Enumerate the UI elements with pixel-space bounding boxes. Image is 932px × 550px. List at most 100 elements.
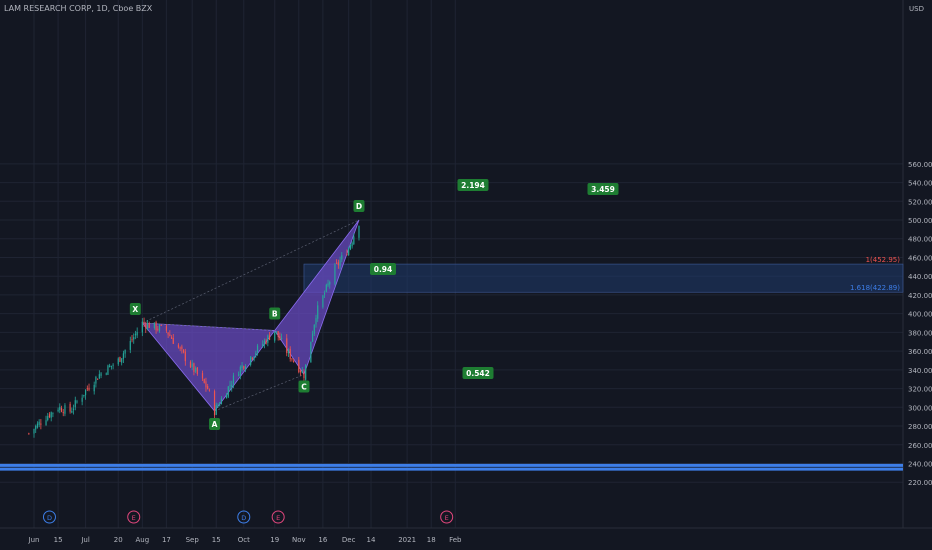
pattern-label-a-bg	[209, 418, 221, 431]
y-tick-label: 380.00	[908, 329, 932, 337]
x-tick-label: 2021	[398, 536, 416, 544]
candle-body	[231, 384, 233, 388]
event-letter: E	[276, 514, 280, 522]
candle-body	[182, 349, 185, 353]
x-tick-label: 17	[162, 536, 171, 544]
candle-body	[351, 242, 353, 247]
candle-body	[109, 365, 111, 367]
x-tick-label: Nov	[292, 536, 306, 544]
candle-body	[255, 352, 257, 356]
candle-body	[215, 405, 217, 415]
x-tick-label: Oct	[238, 536, 250, 544]
candle-body	[232, 375, 235, 384]
candle-body	[47, 416, 49, 421]
candle-body	[217, 405, 219, 407]
candle-body	[158, 325, 161, 331]
y-tick-label: 260.00	[908, 442, 932, 450]
candle-body	[129, 340, 131, 350]
fib-zone	[303, 263, 904, 293]
y-tick-label: 500.00	[908, 217, 932, 225]
candle-body	[239, 366, 241, 375]
candle-body	[291, 358, 293, 360]
candle-body	[207, 386, 209, 390]
pattern-label-b: B	[272, 310, 278, 319]
candle-body	[97, 378, 99, 380]
x-tick-label: 20	[114, 536, 123, 544]
candle-body	[62, 412, 64, 414]
ratio-label: 2.194	[461, 181, 485, 190]
candle-body	[100, 373, 102, 376]
y-tick-label: 240.00	[908, 460, 932, 468]
candle-body	[358, 225, 360, 238]
fib-label: 1(452.95)	[866, 256, 901, 264]
pattern-label-a: A	[212, 420, 218, 429]
candle-body	[267, 335, 269, 343]
candle-body	[275, 331, 278, 333]
event-letter: D	[47, 514, 52, 522]
ratio-line	[214, 374, 305, 412]
candle-body	[310, 341, 312, 363]
candle-body	[45, 420, 47, 425]
candle-body	[303, 372, 305, 378]
event-letter: E	[445, 514, 449, 522]
y-tick-label: 560.00	[908, 161, 932, 169]
candle-body	[169, 334, 171, 336]
candle-body	[189, 361, 192, 368]
candle-body	[341, 255, 343, 260]
candle-body	[251, 357, 253, 359]
candle-body	[38, 421, 40, 425]
candle-body	[105, 373, 107, 375]
candle-body	[40, 423, 42, 425]
y-tick-label: 300.00	[908, 404, 932, 412]
candle-body	[229, 385, 231, 387]
candle-body	[98, 374, 100, 379]
candle-body	[72, 408, 75, 410]
candle-body	[48, 414, 51, 418]
pattern-xab	[141, 322, 276, 412]
event-letter: D	[241, 514, 246, 522]
ratio-label: 0.94	[374, 265, 393, 274]
x-tick-label: Aug	[135, 536, 149, 544]
candle-body	[201, 373, 204, 379]
x-tick-label: 19	[270, 536, 279, 544]
candle-body	[325, 284, 327, 292]
candle-body	[208, 389, 210, 391]
candle-body	[317, 305, 319, 319]
candle-body	[191, 363, 193, 367]
x-tick-label: Dec	[342, 536, 356, 544]
y-tick-label: 540.00	[908, 180, 932, 188]
candle-body	[250, 356, 252, 365]
candle-body	[289, 348, 291, 359]
candle-body	[293, 361, 295, 363]
ratio-label: 3.459	[591, 185, 615, 194]
candle-body	[124, 349, 126, 354]
candle-body	[64, 405, 66, 414]
candle-body	[323, 293, 326, 295]
pattern-label-b-bg	[269, 307, 281, 320]
candle-body	[287, 350, 290, 354]
x-tick-label: 15	[212, 536, 221, 544]
candle-body	[60, 407, 63, 412]
candle-body	[119, 357, 121, 362]
x-tick-label: Sep	[186, 536, 200, 544]
pattern-label-d-bg	[353, 200, 365, 213]
x-tick-label: Jul	[80, 536, 90, 544]
y-tick-label: 220.00	[908, 479, 932, 487]
candle-body	[107, 365, 109, 375]
candle-body	[153, 322, 155, 328]
candle-body	[52, 412, 54, 414]
pattern-label-c-bg	[298, 380, 310, 393]
candle-body	[348, 248, 350, 256]
candle-body	[329, 282, 331, 285]
candle-body	[337, 262, 339, 266]
candle-body	[69, 403, 71, 412]
candle-body	[244, 366, 247, 370]
candle-body	[299, 370, 302, 373]
candle-body	[131, 339, 133, 341]
fib-label: 1.618(422.89)	[850, 284, 900, 292]
candle-body	[225, 395, 228, 399]
ratio-label-bg	[587, 183, 619, 195]
candle-body	[146, 323, 149, 330]
candle-body	[59, 406, 61, 411]
